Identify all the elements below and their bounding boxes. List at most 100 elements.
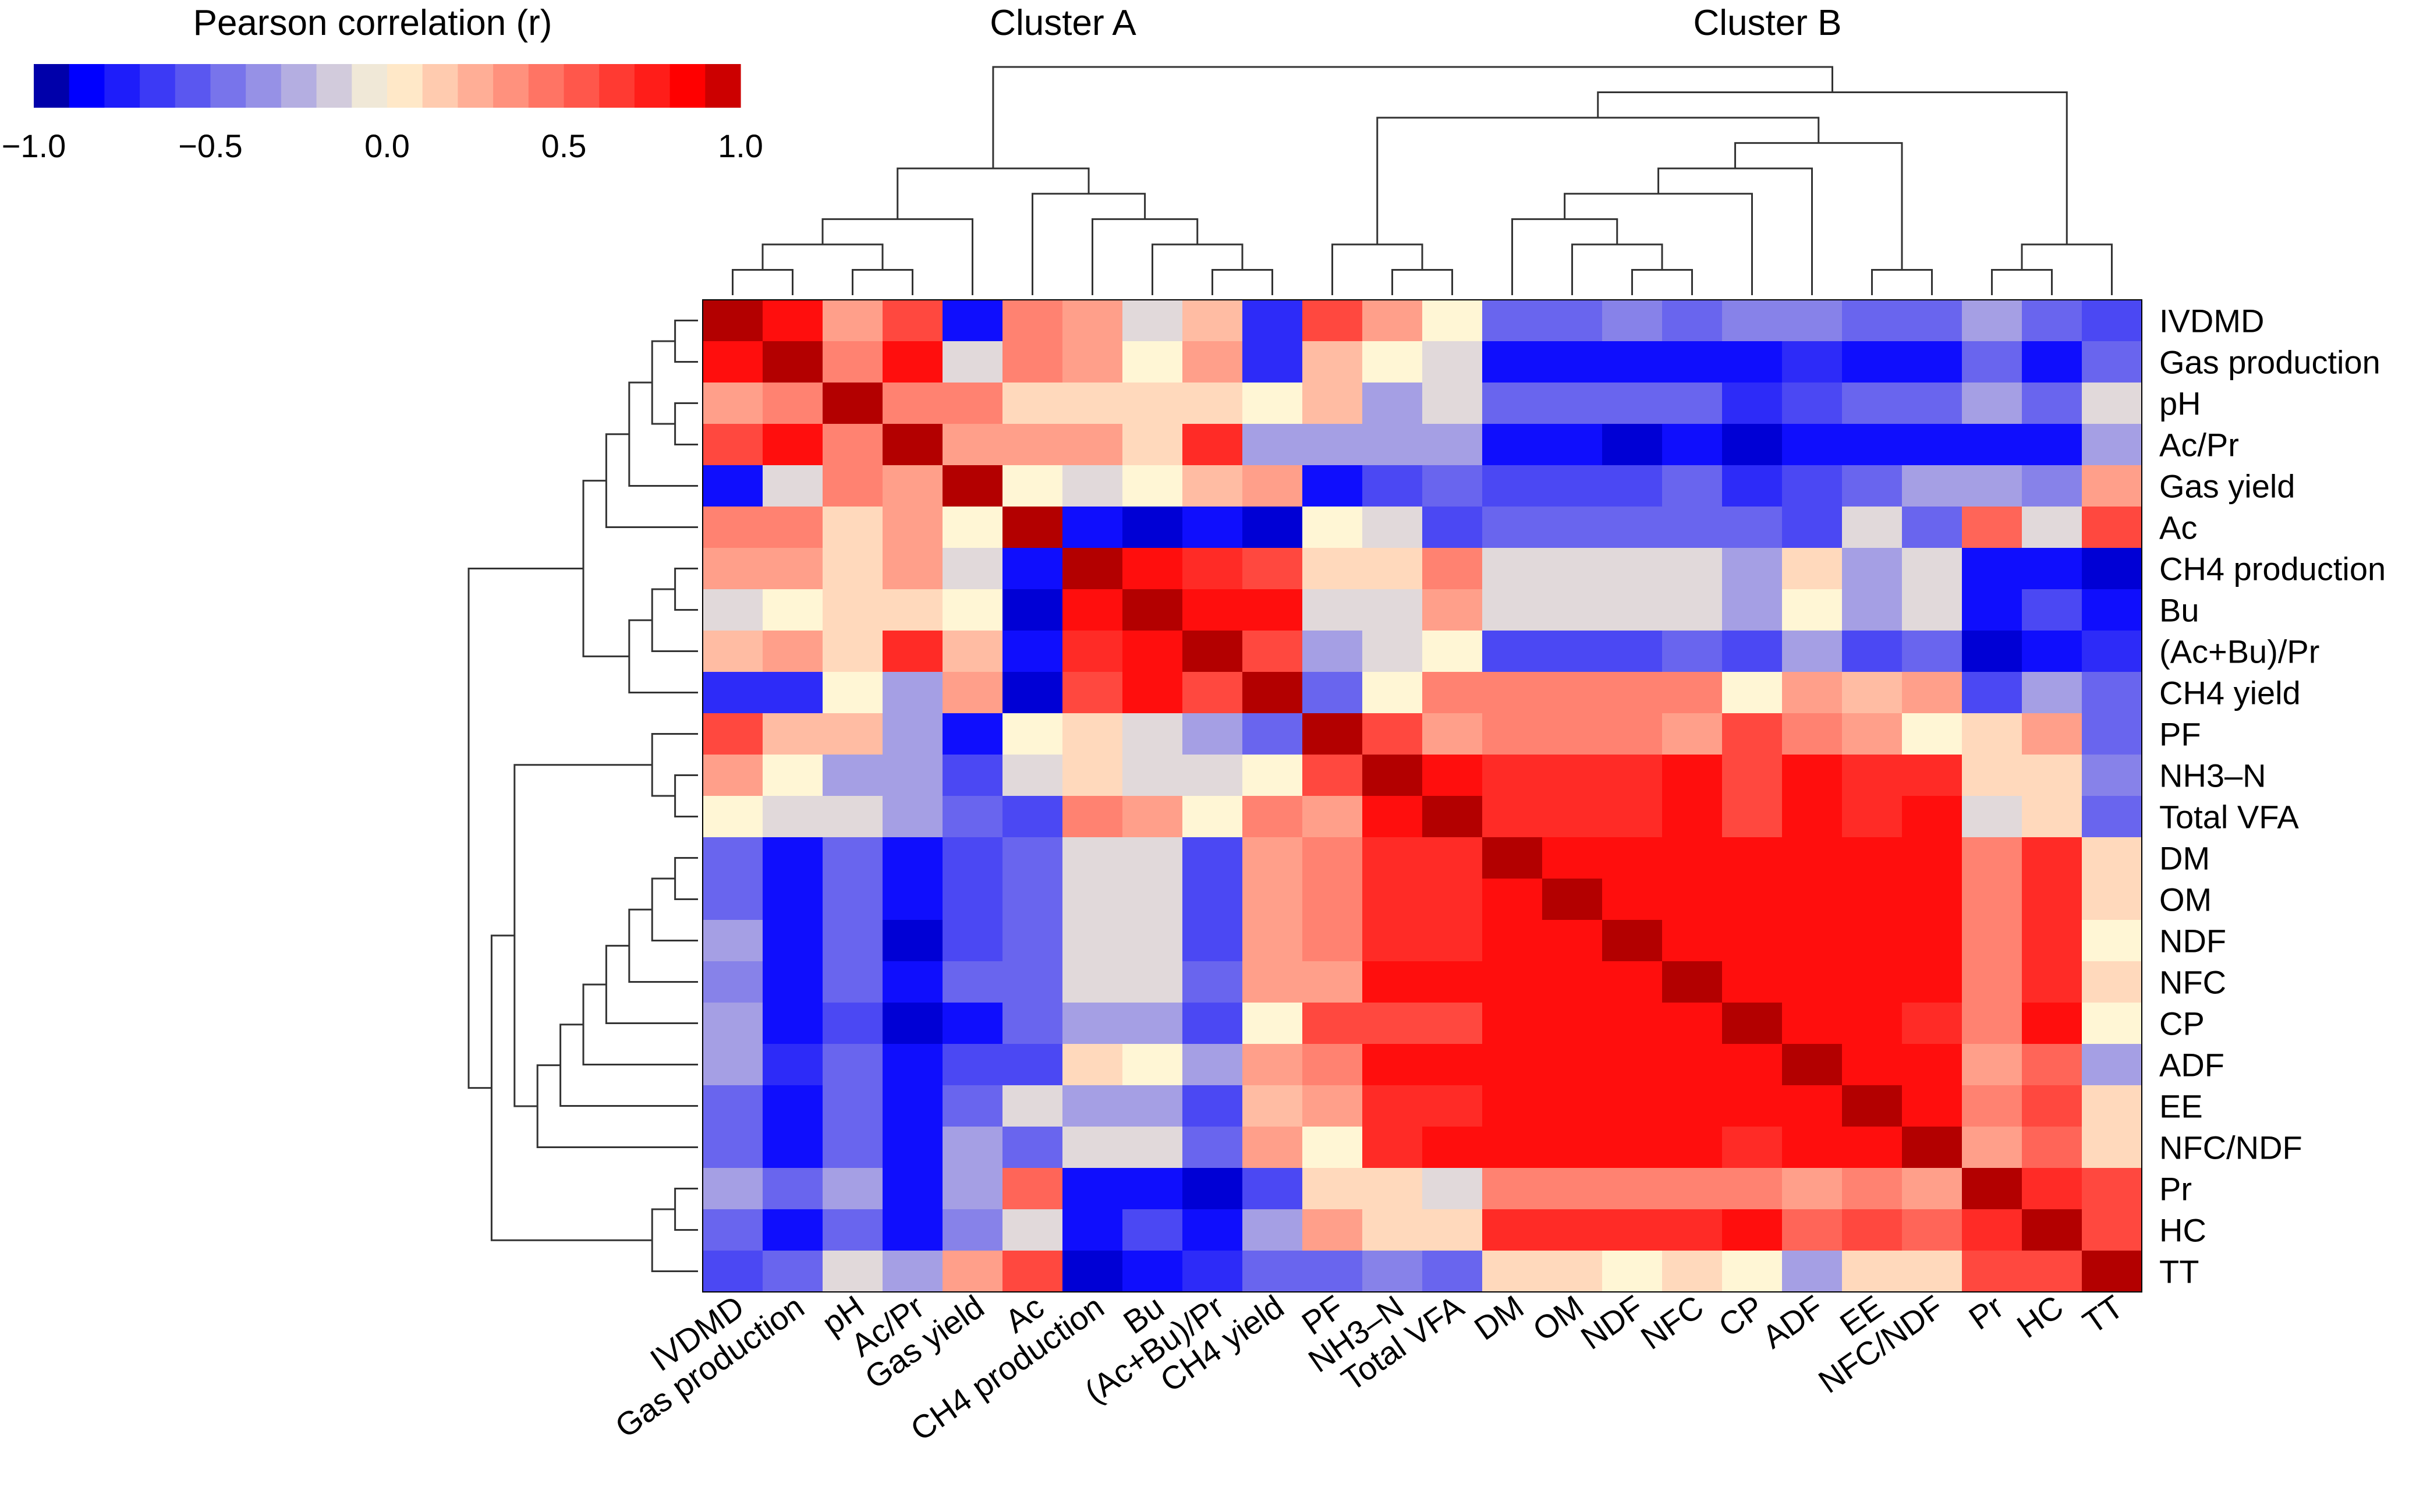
heatmap-cell-7-12 — [1422, 589, 1483, 631]
column-dendrogram-link — [1734, 142, 1903, 270]
heatmap-cell-3-16 — [1662, 424, 1723, 466]
heatmap-cell-18-23 — [2082, 1044, 2142, 1086]
row-label: Bu — [2159, 592, 2199, 629]
heatmap-cell-12-12 — [1422, 796, 1483, 838]
heatmap-cell-13-19 — [1842, 837, 1903, 879]
heatmap-cell-9-15 — [1602, 672, 1663, 714]
heatmap-cell-6-13 — [1482, 548, 1543, 590]
heatmap-cell-15-23 — [2082, 920, 2142, 962]
heatmap-cell-2-1 — [763, 383, 823, 424]
heatmap-cell-0-13 — [1482, 300, 1543, 342]
heatmap-cell-9-20 — [1902, 672, 1962, 714]
heatmap-cell-18-6 — [1062, 1044, 1123, 1086]
heatmap-cell-19-16 — [1662, 1085, 1723, 1127]
heatmap-cell-5-18 — [1782, 507, 1843, 548]
row-label: CH4 yield — [2159, 675, 2301, 711]
heatmap-cell-23-7 — [1122, 1251, 1183, 1293]
heatmap-cell-19-8 — [1182, 1085, 1243, 1127]
heatmap-cell-15-4 — [943, 920, 1003, 962]
heatmap-cell-2-2 — [823, 383, 883, 424]
heatmap-cell-4-4 — [943, 465, 1003, 507]
heatmap-cell-16-5 — [1002, 961, 1063, 1003]
heatmap-cell-23-5 — [1002, 1251, 1063, 1293]
heatmap-cell-10-17 — [1722, 713, 1783, 755]
heatmap-cell-3-12 — [1422, 424, 1483, 466]
heatmap-cell-6-11 — [1362, 548, 1423, 590]
row-label: CP — [2159, 1005, 2205, 1042]
heatmap-cell-9-21 — [1962, 672, 2022, 714]
heatmap-cell-22-12 — [1422, 1209, 1483, 1251]
heatmap-cell-23-23 — [2082, 1251, 2142, 1293]
color-legend: Pearson correlation (r) −1.0 −0.5 0.0 0.5 1.… — [2, 3, 763, 164]
heatmap-cell-8-0 — [703, 631, 763, 672]
heatmap-cell-19-0 — [703, 1085, 763, 1127]
heatmap-cell-4-5 — [1002, 465, 1063, 507]
heatmap-cell-12-3 — [883, 796, 943, 838]
heatmap-cell-6-9 — [1242, 548, 1303, 590]
heatmap-cell-4-10 — [1302, 465, 1363, 507]
heatmap-cell-4-23 — [2082, 465, 2142, 507]
heatmap-cell-18-0 — [703, 1044, 763, 1086]
heatmap-cell-21-9 — [1242, 1168, 1303, 1210]
heatmap-cell-18-3 — [883, 1044, 943, 1086]
heatmap-cell-6-16 — [1662, 548, 1723, 590]
heatmap-cell-21-4 — [943, 1168, 1003, 1210]
row-label: IVDMD — [2159, 303, 2264, 339]
row-label: Gas yield — [2159, 468, 2295, 505]
heatmap-cell-2-3 — [883, 383, 943, 424]
heatmap-cell-11-12 — [1422, 755, 1483, 796]
legend-tick-label: 0.0 — [364, 128, 410, 164]
heatmap-cell-10-8 — [1182, 713, 1243, 755]
heatmap-cell-18-11 — [1362, 1044, 1423, 1086]
heatmap-cell-6-14 — [1542, 548, 1603, 590]
heatmap-cell-18-18 — [1782, 1044, 1843, 1086]
heatmap-cell-19-7 — [1122, 1085, 1183, 1127]
heatmap-cell-22-20 — [1902, 1209, 1962, 1251]
legend-swatch — [669, 64, 706, 108]
heatmap-cell-2-7 — [1122, 383, 1183, 424]
heatmap-cell-19-10 — [1302, 1085, 1363, 1127]
heatmap-cell-16-0 — [703, 961, 763, 1003]
heatmap-cell-16-11 — [1362, 961, 1423, 1003]
heatmap-cell-9-10 — [1302, 672, 1363, 714]
heatmap-cell-15-20 — [1902, 920, 1962, 962]
heatmap-cell-14-9 — [1242, 879, 1303, 920]
row-dendrogram — [467, 320, 698, 1272]
heatmap-cell-6-1 — [763, 548, 823, 590]
heatmap-cell-4-22 — [2022, 465, 2082, 507]
heatmap-cell-1-11 — [1362, 341, 1423, 383]
heatmap-cell-21-10 — [1302, 1168, 1363, 1210]
heatmap-cell-2-5 — [1002, 383, 1063, 424]
heatmap-cell-18-21 — [1962, 1044, 2022, 1086]
heatmap-cell-3-8 — [1182, 424, 1243, 466]
legend-swatch — [493, 64, 529, 108]
heatmap-cell-4-6 — [1062, 465, 1123, 507]
heatmap-cell-15-7 — [1122, 920, 1183, 962]
heatmap-cell-6-6 — [1062, 548, 1123, 590]
row-label: OM — [2159, 881, 2212, 918]
heatmap-cell-17-23 — [2082, 1003, 2142, 1044]
heatmap-cell-23-15 — [1602, 1251, 1663, 1293]
heatmap-cell-1-5 — [1002, 341, 1063, 383]
heatmap-cell-7-4 — [943, 589, 1003, 631]
heatmap-cell-9-5 — [1002, 672, 1063, 714]
heatmap-cell-18-7 — [1122, 1044, 1183, 1086]
heatmap-cell-0-19 — [1842, 300, 1903, 342]
heatmap-cell-8-18 — [1782, 631, 1843, 672]
heatmap-cell-20-17 — [1722, 1127, 1783, 1168]
heatmap-cell-12-18 — [1782, 796, 1843, 838]
heatmap-cell-23-2 — [823, 1251, 883, 1293]
legend-swatch — [705, 64, 741, 108]
heatmap-cell-10-0 — [703, 713, 763, 755]
heatmap-cell-4-18 — [1782, 465, 1843, 507]
heatmap-cell-3-23 — [2082, 424, 2142, 466]
heatmap-cell-20-6 — [1062, 1127, 1123, 1168]
heatmap-cell-0-14 — [1542, 300, 1603, 342]
heatmap-cell-0-8 — [1182, 300, 1243, 342]
heatmap-cell-10-10 — [1302, 713, 1363, 755]
heatmap-cell-7-13 — [1482, 589, 1543, 631]
heatmap-cell-6-15 — [1602, 548, 1663, 590]
heatmap-cell-8-11 — [1362, 631, 1423, 672]
heatmap-cell-5-21 — [1962, 507, 2022, 548]
heatmap-cell-14-13 — [1482, 879, 1543, 920]
